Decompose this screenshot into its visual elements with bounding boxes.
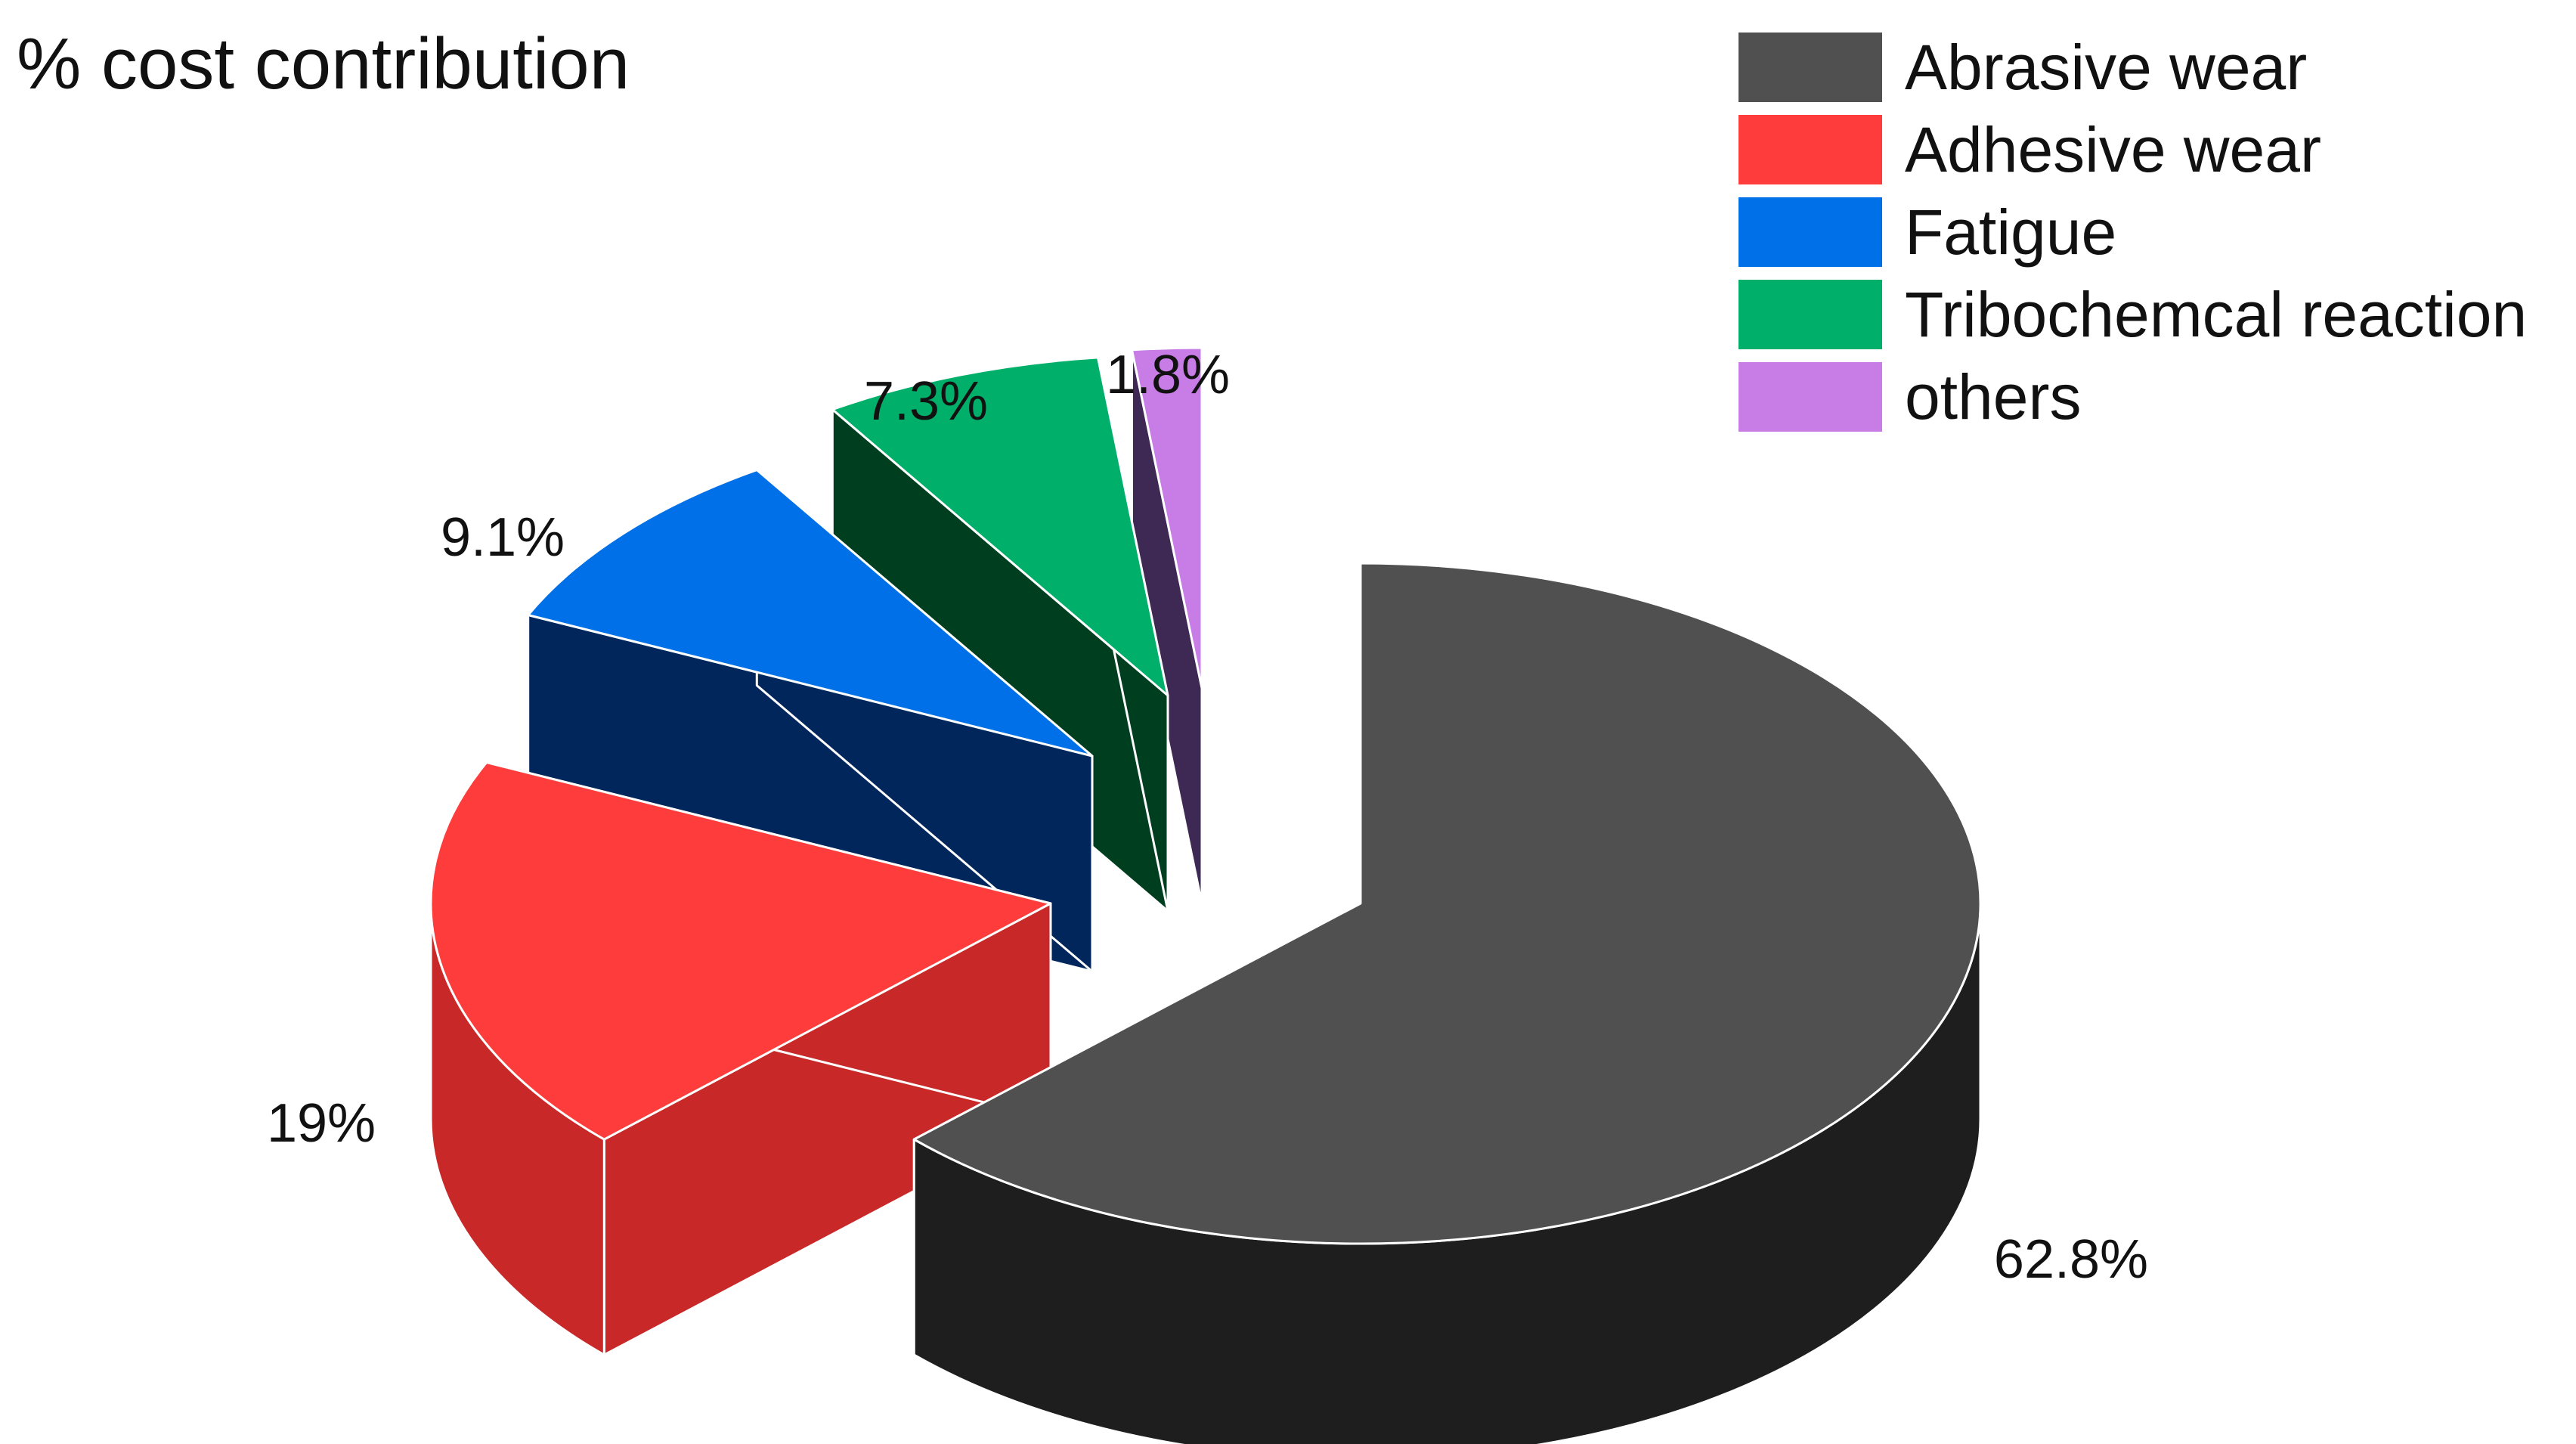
data-label-fatigue: 9.1%: [441, 507, 565, 568]
legend-item-fatigue: Fatigue: [1738, 191, 2527, 273]
slice-others: [1131, 346, 1203, 905]
data-label-abrasive-wear: 62.8%: [1994, 1229, 2148, 1290]
legend-swatch-abrasive-wear: [1738, 32, 1882, 102]
legend-item-tribochemical-reaction: Tribochemcal reaction: [1738, 273, 2527, 355]
data-label-adhesive-wear: 19%: [267, 1093, 376, 1154]
legend-swatch-tribochemical-reaction: [1738, 279, 1882, 349]
legend: Abrasive wear Adhesive wear Fatigue Trib…: [1738, 26, 2527, 438]
pie-slices: [429, 346, 1982, 1444]
slice-top-tribochemcal-reaction: [831, 356, 1169, 697]
legend-swatch-fatigue: [1738, 197, 1882, 267]
slice-top-abrasive-wear: [912, 562, 1982, 1245]
legend-swatch-adhesive-wear: [1738, 114, 1882, 184]
slice-top-others: [1131, 346, 1203, 689]
data-label-tribochemcal-reaction: 7.3%: [864, 371, 988, 432]
legend-swatch-others: [1738, 361, 1882, 432]
legend-label-fatigue: Fatigue: [1905, 196, 2117, 268]
slice-top-adhesive-wear: [429, 761, 1052, 1141]
legend-label-abrasive-wear: Abrasive wear: [1905, 31, 2308, 103]
chart-title: % cost contribution: [17, 23, 630, 104]
legend-label-adhesive-wear: Adhesive wear: [1905, 113, 2321, 185]
slice-abrasive-wear: [912, 562, 1982, 1444]
legend-label-tribochemical-reaction: Tribochemcal reaction: [1905, 278, 2528, 350]
legend-label-others: others: [1905, 361, 2082, 432]
slice-adhesive-wear: [429, 761, 1052, 1356]
pie-data-labels: 62.8% 19% 9.1% 7.3% 1.8%: [267, 345, 2148, 1290]
legend-item-abrasive-wear: Abrasive wear: [1738, 26, 2527, 108]
data-label-others: 1.8%: [1106, 345, 1230, 405]
legend-item-others: others: [1738, 355, 2527, 438]
slice-top-fatigue: [527, 469, 1094, 758]
legend-item-adhesive-wear: Adhesive wear: [1738, 108, 2527, 191]
